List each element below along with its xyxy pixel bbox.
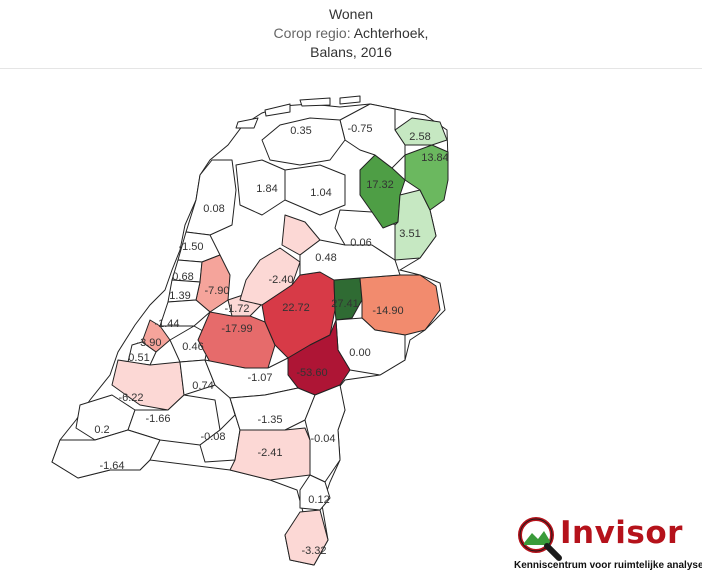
label-noord-drenthe: 17.32 (366, 179, 394, 191)
map-subtitle-2: Balans, 2016 (310, 44, 392, 60)
region-oost-groningen[interactable] (404, 144, 449, 211)
map-header: Wonen Corop regio: Achterhoek, Balans, 2… (0, 0, 702, 68)
region-kop-nh[interactable] (185, 159, 237, 236)
region-zuidoost-drenthe[interactable] (394, 189, 437, 261)
label-overig-groningen: -0.75 (347, 123, 372, 135)
label-zeeuws-vlaanderen: -1.64 (99, 460, 124, 472)
label-utrecht: -17.99 (221, 323, 252, 335)
label-drechtsteden: 0.74 (192, 380, 213, 392)
header-divider (0, 68, 702, 69)
label-de-liemers: 0.00 (349, 347, 370, 359)
label-zuidwest-gelderland: -1.07 (247, 372, 272, 384)
subtitle-prefix: Corop regio: (273, 25, 354, 41)
label-noord-overijssel: 0.48 (315, 252, 336, 264)
region-leiden[interactable] (159, 299, 211, 327)
label-midden-nb: -0.08 (200, 431, 225, 443)
label-delft: 0.51 (128, 352, 149, 364)
label-twente: -14.90 (372, 305, 403, 317)
region-noord-friesland[interactable] (261, 117, 346, 166)
label-zeeuws-vlaanderen-n: 0.2 (94, 424, 109, 436)
logo-wordmark: Invisor (560, 515, 683, 551)
label-leiden: -1.44 (154, 318, 179, 330)
label-oost-zh: 0.46 (182, 341, 203, 353)
wadden-island-2 (264, 103, 291, 117)
label-veluwe: 22.72 (282, 302, 310, 314)
label-achterhoek: 27.41 (331, 298, 359, 310)
label-noordoost-nb: -1.35 (257, 414, 282, 426)
label-kop-nh: 0.08 (203, 203, 224, 215)
label-delfzijl: 2.58 (409, 131, 430, 143)
region-zuidoost-friesland[interactable] (284, 164, 346, 216)
region-twente[interactable] (359, 274, 441, 336)
label-zuidoost-nb: -2.41 (257, 447, 282, 459)
wadden-island-1 (235, 117, 259, 129)
selected-region: Achterhoek, (353, 25, 429, 41)
region-midden-limburg[interactable] (299, 474, 331, 511)
invisor-logo: Invisor Kenniscentrum voor ruimtelijke a… (514, 513, 702, 575)
label-zuidwest-drenthe: 0.06 (350, 237, 371, 249)
region-noord-limburg[interactable] (304, 384, 346, 483)
label-noord-limburg: -0.04 (310, 433, 335, 445)
label-alkmaar: -1.50 (178, 241, 203, 253)
label-ijmond: 0.68 (172, 271, 193, 283)
label-zuid-limburg: -3.32 (301, 545, 326, 557)
magnifier-logo-icon (518, 517, 562, 561)
region-den-haag[interactable] (141, 319, 171, 353)
label-oost-groningen: 13.84 (421, 152, 449, 164)
region-zuid-limburg[interactable] (284, 509, 329, 566)
region-delft[interactable] (127, 341, 157, 366)
netherlands-corop-map: 2.58 13.84 17.32 3.51 0.06 -0.75 0.35 1.… (51, 95, 449, 566)
label-groot-rijnmond: -6.22 (118, 392, 143, 404)
label-arnhem-nijmegen: -53.60 (296, 367, 327, 379)
label-haarlem: 1.39 (169, 290, 190, 302)
label-het-gooi: -1.72 (224, 303, 249, 315)
label-zuidoost-drenthe: 3.51 (399, 228, 420, 240)
label-zaanstreek: -7.90 (204, 285, 229, 297)
label-west-nb: -1.66 (145, 413, 170, 425)
label-flevoland: -2.40 (268, 274, 293, 286)
map-subtitle: Corop regio: Achterhoek, (0, 24, 702, 43)
region-overig-groningen[interactable] (339, 103, 406, 169)
map-title: Wonen (328, 6, 374, 22)
label-zuidwest-friesland: 1.84 (256, 183, 277, 195)
region-zeeuws-vlaanderen[interactable] (51, 429, 161, 479)
label-midden-limburg: 0.12 (308, 494, 329, 506)
label-noord-friesland: 0.35 (290, 125, 311, 137)
label-zuidoost-friesland: 1.04 (310, 187, 331, 199)
wadden-island-4 (339, 95, 361, 105)
label-den-haag: -3.90 (136, 337, 161, 349)
region-noord-overijssel[interactable] (299, 239, 401, 281)
region-utrecht[interactable] (197, 311, 276, 369)
wadden-island-3 (299, 97, 331, 107)
logo-tagline: Kenniscentrum voor ruimtelijke analyse (514, 560, 702, 571)
